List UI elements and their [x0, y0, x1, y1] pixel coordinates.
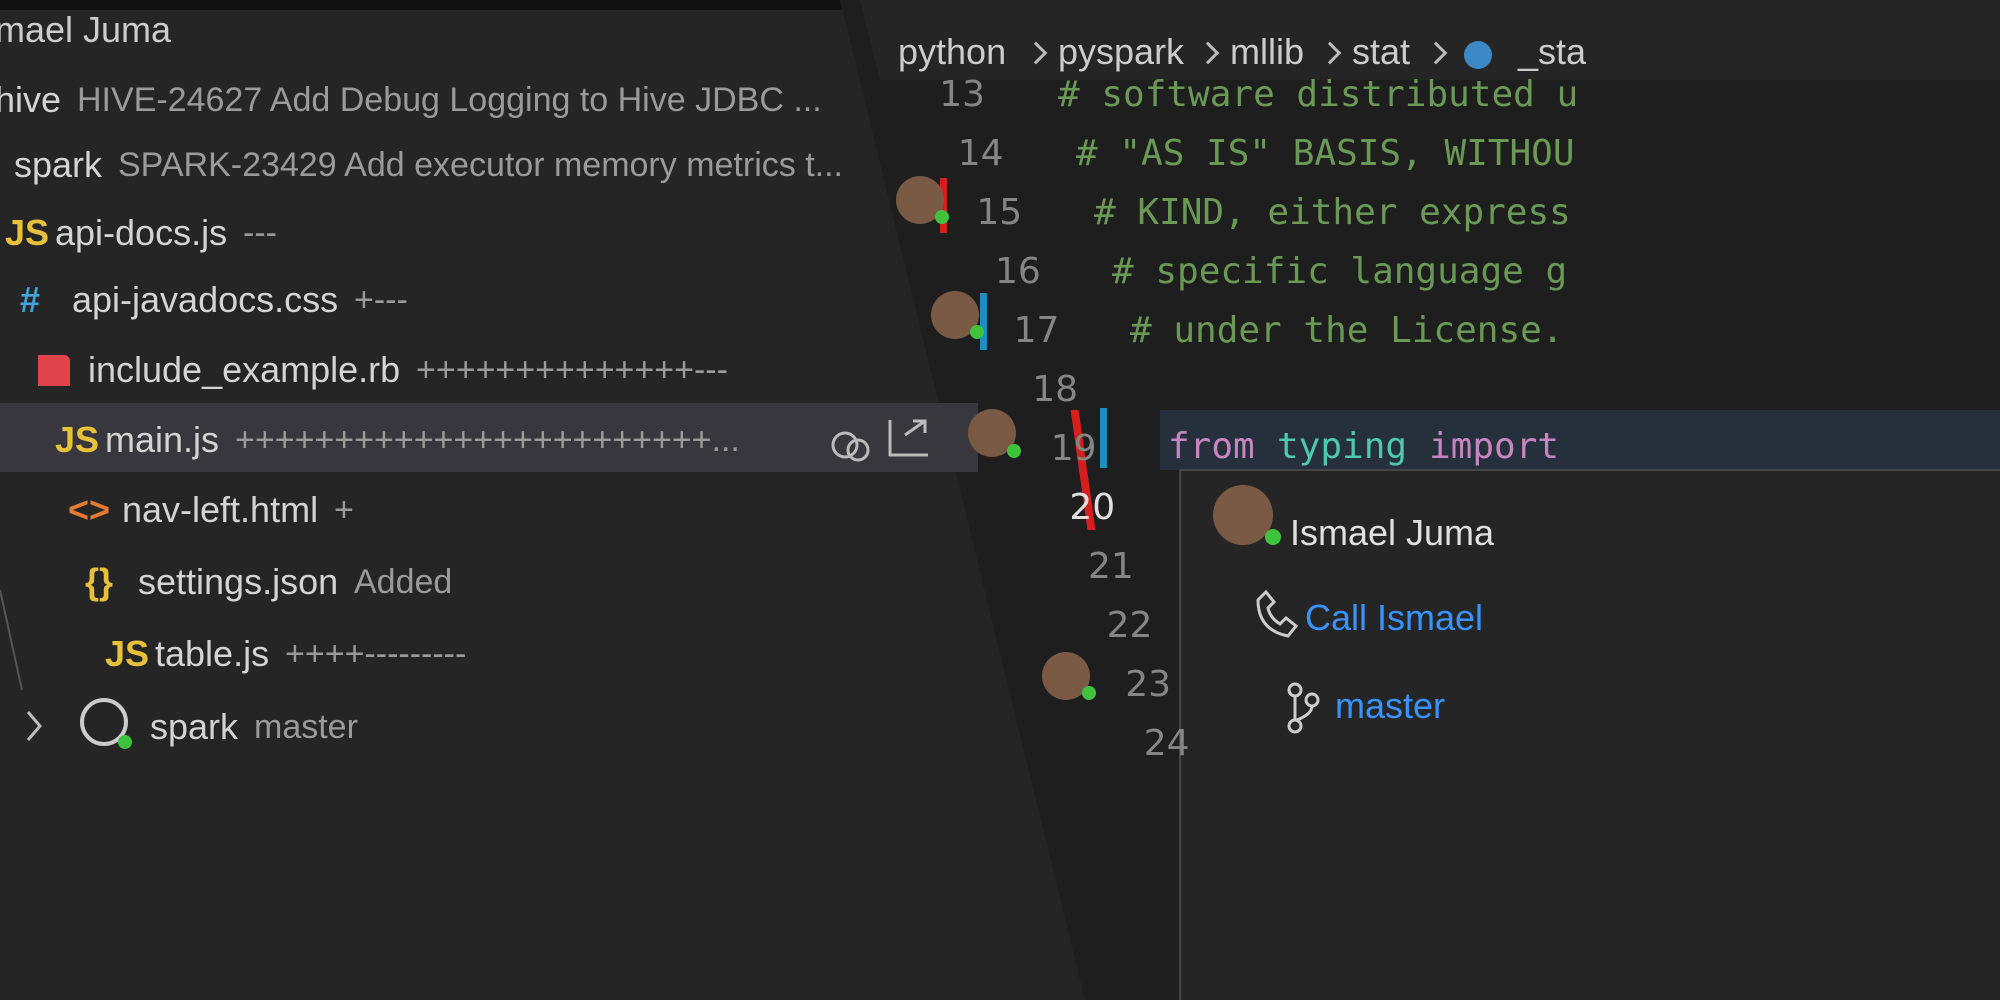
blame-bar — [980, 293, 987, 350]
status-dot — [1265, 529, 1281, 545]
item-name[interactable]: table.js — [155, 633, 270, 674]
code-comment: # software distributed u — [1058, 74, 1579, 115]
code-comment: # under the License. — [1130, 310, 1564, 351]
file-icon: JS — [55, 419, 100, 460]
breadcrumb-bar — [860, 0, 2000, 80]
hover-action[interactable]: master — [1335, 685, 1446, 726]
item-detail: HIVE-24627 Add Debug Logging to Hive JDB… — [77, 81, 822, 119]
status-dot — [970, 325, 984, 339]
hover-name: Ismael Juma — [1290, 512, 1495, 553]
line-number: 20 — [1069, 487, 1116, 528]
item-detail: ++++++++++++++--- — [416, 351, 728, 389]
breadcrumb-item[interactable]: _sta — [1518, 31, 1587, 72]
item-name[interactable]: nav-left.html — [122, 489, 319, 530]
item-name[interactable]: settings.json — [138, 561, 339, 602]
blame-bar — [1100, 408, 1107, 468]
file-icon: # — [20, 279, 41, 320]
icon[interactable] — [888, 419, 928, 457]
code-token: from — [1168, 426, 1255, 467]
hover-action[interactable]: Call Ismael — [1305, 597, 1484, 638]
avatar — [931, 291, 979, 339]
file-icon: <> — [68, 489, 111, 530]
avatar — [1213, 485, 1273, 545]
file-icon: JS — [5, 212, 50, 253]
code-comment: # "AS IS" BASIS, WITHOU — [1076, 133, 1575, 174]
code-token: import — [1429, 426, 1560, 467]
selected-row — [0, 403, 978, 472]
item-name[interactable]: api-docs.js — [55, 212, 228, 253]
tree-guide — [0, 589, 23, 691]
status-dot — [1007, 444, 1021, 458]
avatars — [896, 176, 1281, 700]
avatar — [896, 176, 944, 224]
top-edge — [0, 0, 842, 10]
item-name[interactable]: main.js — [105, 419, 220, 460]
blame-bar — [1070, 410, 1096, 530]
chevron[interactable] — [26, 711, 42, 741]
python-icon — [1464, 41, 1492, 69]
file-icon: JS — [105, 633, 150, 674]
line-number: 13 — [939, 74, 985, 115]
line-number: 16 — [994, 251, 1041, 292]
code-comment: # specific language g — [1112, 251, 1568, 292]
breadcrumb-item[interactable]: stat — [1352, 31, 1411, 72]
avatar — [1042, 652, 1090, 700]
code-comment: # KIND, either express — [1094, 192, 1571, 233]
item-detail: SPARK-23429 Add executor memory metrics … — [118, 146, 843, 184]
line-number: 19 — [1050, 428, 1097, 469]
icon — [846, 438, 870, 462]
item-detail: master — [254, 708, 358, 746]
breadcrumb-item[interactable]: python — [898, 31, 1007, 72]
hover-card — [1179, 469, 2000, 1000]
breadcrumb-item[interactable]: mllib — [1230, 31, 1305, 72]
sidebar-header: mael Juma — [0, 9, 172, 50]
avatar — [968, 409, 1016, 457]
item-detail: Added — [354, 563, 453, 601]
line-number: 21 — [1087, 546, 1134, 587]
current-line — [1160, 410, 2000, 470]
line-number: 23 — [1125, 664, 1171, 705]
line-number: 17 — [1013, 310, 1060, 351]
status-dot — [1082, 686, 1096, 700]
row-actions — [831, 419, 928, 462]
line-number: 14 — [957, 133, 1004, 174]
status-dot — [935, 210, 949, 224]
sidebar-bg — [0, 0, 1085, 1000]
breadcrumb-item[interactable]: pyspark — [1058, 31, 1185, 72]
line-number: 22 — [1106, 605, 1153, 646]
line-number: 15 — [976, 192, 1023, 233]
item-detail: --- — [243, 214, 277, 252]
code-token: typing — [1277, 426, 1408, 467]
blame-bar — [940, 178, 947, 233]
status-dot — [118, 735, 132, 749]
item-detail: + — [334, 491, 354, 529]
icon — [831, 431, 859, 459]
line-number: 18 — [1032, 369, 1078, 410]
item-detail: ++++--------- — [285, 635, 467, 673]
item-name[interactable]: hive — [0, 79, 62, 120]
call-icon — [1256, 589, 1299, 638]
line-number: 24 — [1143, 723, 1190, 764]
item-detail: ++++++++++++++++++++++++... — [235, 421, 740, 459]
item-name[interactable]: spark — [150, 706, 239, 747]
item-name[interactable]: include_example.rb — [88, 349, 401, 390]
branch-icon — [1287, 682, 1320, 734]
github-icon — [80, 698, 128, 746]
item-detail: +--- — [354, 281, 408, 319]
item-name[interactable]: api-javadocs.css — [72, 279, 339, 320]
ruby-icon — [38, 355, 70, 386]
file-icon: {} — [85, 561, 114, 602]
item-name[interactable]: spark — [14, 144, 103, 185]
